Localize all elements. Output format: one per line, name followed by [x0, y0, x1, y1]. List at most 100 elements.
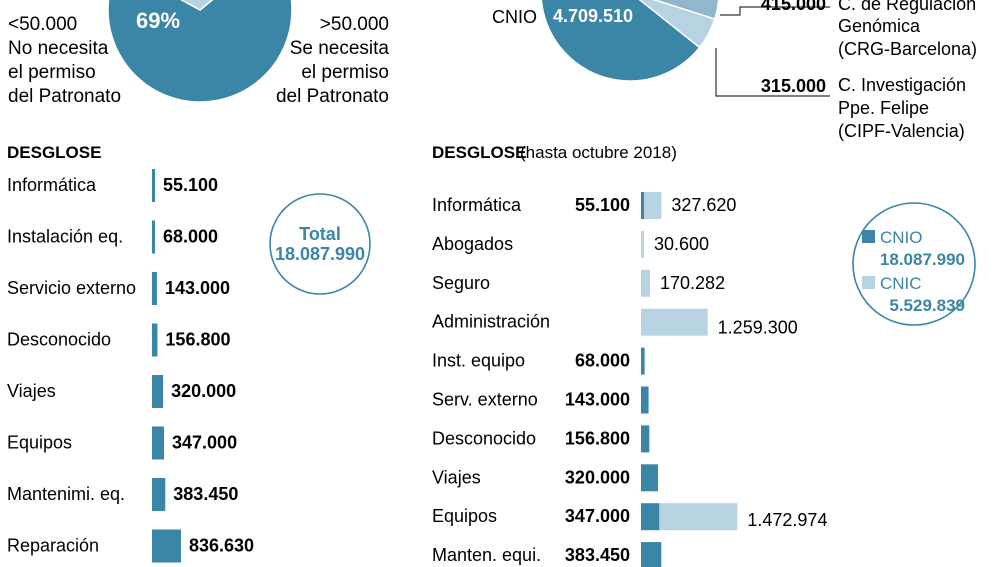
callout-line-crg: [720, 6, 830, 16]
left-bar: [152, 426, 165, 460]
right-bar-cnio-value: 156.800: [565, 428, 630, 448]
left-section-title: DESGLOSE: [7, 143, 101, 162]
right-bar-cnio-value: 383.450: [565, 545, 630, 565]
left-bar-category: Equipos: [7, 433, 72, 453]
left-pie-desc-large-line: Se necesita: [290, 38, 390, 59]
left-pie-slice-1: [180, 0, 214, 11]
legend-value-cnio: 18.087.990: [880, 250, 965, 269]
left-bar-value: 143.000: [165, 278, 230, 298]
left-bar-chart: Informática 55.100 Instalación eq. 68.000 Se…: [7, 169, 254, 563]
left-pie-desc-small-line: <50.000: [8, 14, 77, 35]
left-bar-value: 836.630: [189, 536, 254, 556]
right-bar-cnio: [641, 347, 645, 375]
total-circle: [269, 193, 371, 295]
right-bar-category: Abogados: [432, 234, 513, 254]
left-pie-slice-0: [107, 0, 293, 103]
right-bar-chart: Informática 55.100 327.620 Abogados 30.600 Se…: [432, 192, 827, 567]
legend-value-cnic: 5.529.839: [889, 296, 965, 315]
left-pie-pct-69: 69%: [136, 8, 180, 33]
total-label: Total: [299, 224, 341, 244]
right-bar-category: Equipos: [432, 506, 497, 526]
right-bar-cnio: [641, 542, 662, 567]
right-section-title: DESGLOSE: [432, 143, 526, 162]
right-bar-cnio-value: 320.000: [565, 467, 630, 487]
right-bar-cnic-value: 327.620: [671, 195, 736, 215]
left-bar-category: Desconocido: [7, 330, 111, 350]
callout-value-cipf: 315.000: [761, 76, 826, 96]
left-pie-desc-large: >50.000 Se necesita el permiso del Patro…: [276, 14, 389, 107]
right-bar-cnic-value: 1.259.300: [718, 318, 798, 338]
right-section-subtitle: (hasta octubre 2018): [520, 143, 677, 162]
left-pie-desc-small-line: el permiso: [8, 62, 96, 83]
left-bar-category: Servicio externo: [7, 278, 136, 298]
callout-line-cipf: [715, 48, 830, 97]
left-pie-desc-small: <50.000 No necesita el permiso del Patro…: [8, 14, 121, 107]
left-bar: [152, 375, 164, 408]
left-bar-value: 55.100: [163, 175, 218, 195]
left-bar: [152, 169, 155, 202]
right-bar-cnio-value: 55.100: [575, 195, 630, 215]
left-bar-value: 156.800: [165, 330, 230, 350]
right-bar-cnio-value: 68.000: [575, 351, 630, 371]
left-pie-desc-large-line: >50.000: [320, 14, 389, 35]
left-pie-pct-31: 31%: [233, 8, 277, 33]
left-bar: [152, 272, 157, 305]
left-bar: [152, 478, 166, 511]
callout-value-crg: 415.000: [761, 0, 826, 14]
right-bar-category: Desconocido: [432, 428, 536, 448]
legend-label-cnic: CNIC: [880, 274, 922, 293]
left-pie-desc-small-line: del Patronato: [8, 86, 121, 107]
right-bar-category: Informática: [432, 195, 522, 215]
left-bar-value: 347.000: [172, 433, 237, 453]
right-bar-cnic-value: 30.600: [654, 234, 709, 254]
right-bar-cnic: [641, 230, 644, 258]
callout-text-cipf: (CIPF-Valencia): [838, 121, 965, 141]
left-bar-category: Informática: [7, 175, 97, 195]
right-bar-cnio: [641, 503, 660, 531]
right-bar-category: Administración: [432, 312, 550, 332]
right-pie-slice-cnio: [540, 0, 701, 82]
right-bar-cnio-value: 143.000: [565, 390, 630, 410]
right-bar-cnic: [644, 192, 662, 219]
total-value: 18.087.990: [275, 244, 365, 264]
right-bar-category: Manten. equi.: [432, 545, 541, 565]
left-bar: [152, 323, 158, 357]
left-bar: [152, 529, 181, 563]
left-bar-value: 68.000: [163, 227, 218, 247]
left-bar-value: 383.450: [173, 484, 238, 504]
right-bar-category: Inst. equipo: [432, 351, 525, 371]
right-bar-cnic: [641, 308, 708, 336]
legend-swatch-cnio: [862, 230, 875, 243]
left-bar-category: Instalación eq.: [7, 227, 123, 247]
legend-label-cnio: CNIO: [880, 228, 923, 247]
callout-text-crg: (CRG-Barcelona): [838, 39, 977, 59]
right-pie-chart: [540, 0, 720, 82]
right-bar-cnic: [641, 269, 651, 297]
right-bar-category: Serv. externo: [432, 390, 538, 410]
right-bar-category: Viajes: [432, 467, 481, 487]
right-bar-cnic-value: 1.472.974: [747, 510, 827, 530]
left-bar-category: Reparación: [7, 536, 99, 556]
callout-text-cipf: Ppe. Felipe: [838, 98, 929, 118]
right-pie-slice-cipf: [638, 0, 716, 49]
right-bar-cnic-value: 170.282: [660, 273, 725, 293]
left-bar-value: 320.000: [171, 381, 236, 401]
left-bar-category: Mantenimi. eq.: [7, 484, 125, 504]
left-pie-chart: [107, 0, 293, 103]
right-pie-main-value: 4.709.510: [553, 6, 633, 26]
callout-text-crg: C. de Regulación: [838, 0, 976, 14]
left-pie-desc-large-line: el permiso: [301, 62, 389, 83]
left-pie-desc-small-line: No necesita: [8, 38, 109, 59]
right-bar-category: Seguro: [432, 273, 490, 293]
right-bar-cnio-value: 347.000: [565, 506, 630, 526]
legend-circle: [852, 202, 976, 326]
callout-text-cipf: C. Investigación: [838, 75, 966, 95]
left-bar: [152, 220, 155, 254]
right-bar-cnio: [641, 386, 649, 414]
right-bar-cnio: [641, 425, 650, 453]
legend-swatch-cnic: [862, 276, 875, 289]
callout-text-crg: Genómica: [838, 16, 921, 36]
left-pie-desc-large-line: del Patronato: [276, 86, 389, 107]
right-bar-cnio: [641, 464, 658, 492]
